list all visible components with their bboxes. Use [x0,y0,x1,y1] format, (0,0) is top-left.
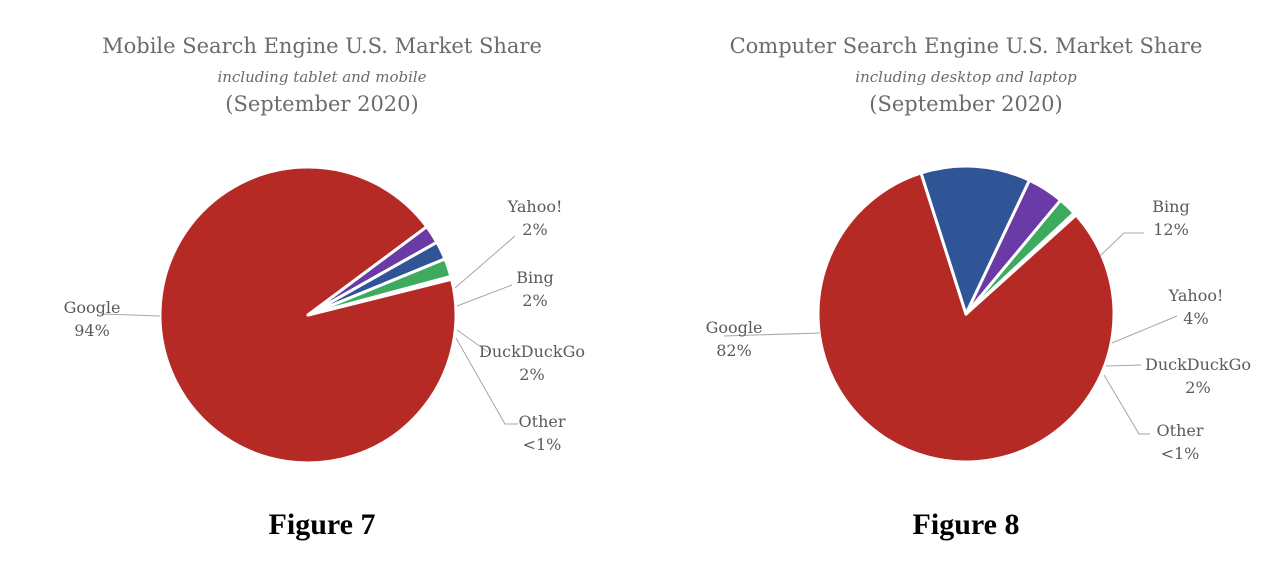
mobile-pie-chart: Google 94% Yahoo! 2% Bing 2% DuckDuckGo 2% Other… [64,165,585,465]
pie-slice-bing [919,164,1031,316]
slice-name-yahoo: Yahoo! [507,197,563,216]
leader-line-duckduckgo [456,329,489,353]
computer-pie-chart: Google 82% Bing 12% Yahoo! 4% DuckDuckGo 2% Othe… [706,164,1251,464]
slice-value-duckduckgo: 2% [1185,378,1210,397]
slice-value-other: <1% [523,435,562,454]
figure-caption: Figure 7 [268,508,376,541]
slice-value-yahoo: 2% [522,220,547,239]
leader-line-other [455,337,518,425]
leader-line-yahoo [454,235,516,289]
slice-name-other: Other [519,412,566,431]
slice-value-bing: 12% [1153,220,1189,239]
slice-value-bing: 2% [522,291,547,310]
slice-name-duckduckgo: DuckDuckGo [479,342,585,361]
chart-title: Computer Search Engine U.S. Market Share [729,34,1203,58]
slice-value-other: <1% [1161,444,1200,463]
pie-slice-google [816,171,1116,464]
mobile-chart-panel: Mobile Search Engine U.S. Market Share i… [64,34,585,541]
leader-line-google [723,332,821,337]
slice-name-bing: Bing [516,268,553,287]
slice-value-duckduckgo: 2% [519,365,544,384]
slice-name-duckduckgo: DuckDuckGo [1145,355,1251,374]
leader-line-other [1103,374,1150,435]
slice-name-google: Google [706,318,763,337]
leader-line-google [99,313,161,317]
slice-name-yahoo: Yahoo! [1168,286,1224,305]
slice-name-google: Google [64,298,121,317]
slice-value-google: 82% [716,341,752,360]
chart-period: (September 2020) [225,92,419,116]
pie-slices [816,164,1116,464]
figure-caption: Figure 8 [912,508,1020,541]
leader-line-duckduckgo [1105,364,1142,367]
slice-name-other: Other [1157,421,1204,440]
chart-subtitle: including tablet and mobile [217,68,427,86]
leader-line-bing [456,284,513,307]
slice-name-bing: Bing [1152,197,1189,216]
pie-slices [158,165,458,465]
chart-subtitle: including desktop and laptop [855,68,1077,86]
chart-title: Mobile Search Engine U.S. Market Share [102,34,542,58]
pie-slice-other [964,211,1078,316]
slice-value-google: 94% [74,321,110,340]
chart-period: (September 2020) [869,92,1063,116]
leader-line-bing [1099,232,1144,257]
slice-value-yahoo: 4% [1183,309,1208,328]
leader-line-yahoo [1111,315,1178,344]
pie-slice-other [306,275,454,317]
computer-chart-panel: Computer Search Engine U.S. Market Share… [644,0,1288,570]
